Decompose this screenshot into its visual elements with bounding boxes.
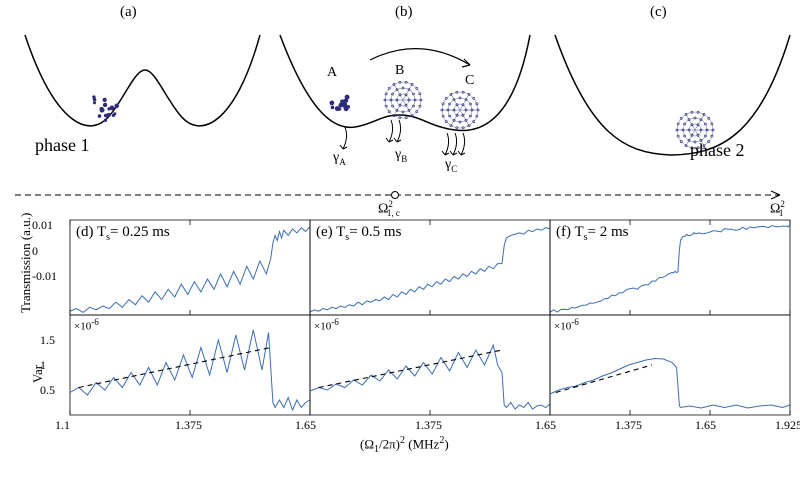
panel-a-label: (a)	[120, 4, 137, 21]
exp-label: ×10-6	[554, 317, 579, 333]
gamma-B-label: γB	[395, 147, 407, 164]
xtick: 1.375	[175, 418, 202, 433]
panel-c-label: (c)	[650, 4, 667, 21]
trans-ytick: 0	[32, 244, 38, 259]
panel-def-label: (e) Ts= 0.5 ms	[316, 224, 401, 243]
trans-ytick: 0.01	[32, 218, 53, 233]
var-ytick: 1	[40, 358, 46, 373]
exp-label: ×10-6	[74, 317, 99, 333]
xtick: 1.375	[615, 418, 642, 433]
panel-def-label: (f) Ts= 2 ms	[556, 224, 629, 243]
trans-ytick: -0.01	[32, 269, 57, 284]
xtick: 1.1	[55, 418, 70, 433]
panel-b-label: (b)	[395, 4, 413, 21]
var-ytick: 0.5	[40, 383, 55, 398]
phase2-label: phase 2	[690, 140, 744, 161]
cluster-B-label: B	[395, 63, 404, 79]
xtick: 1.65	[535, 418, 556, 433]
xtick: 1.65	[295, 418, 316, 433]
cluster-A-label: A	[327, 65, 337, 81]
xtick: 1.65	[695, 418, 716, 433]
gamma-C-label: γC	[445, 157, 457, 174]
omega1-label: Ω21	[770, 199, 783, 218]
xtick: 1.375	[415, 418, 442, 433]
phase1-label: phase 1	[35, 135, 89, 156]
cluster-C-label: C	[465, 73, 474, 89]
omega-crit-label: Ω21, c	[378, 199, 400, 218]
var-ytick: 1.5	[40, 333, 55, 348]
gamma-A-label: γA	[333, 150, 346, 167]
exp-label: ×10-6	[314, 317, 339, 333]
panel-def-label: (d) Ts= 0.25 ms	[76, 224, 170, 243]
xtick: 1.925	[775, 418, 800, 433]
x-axis-label: (Ω1/2π)2 (MHz2)	[360, 435, 449, 455]
